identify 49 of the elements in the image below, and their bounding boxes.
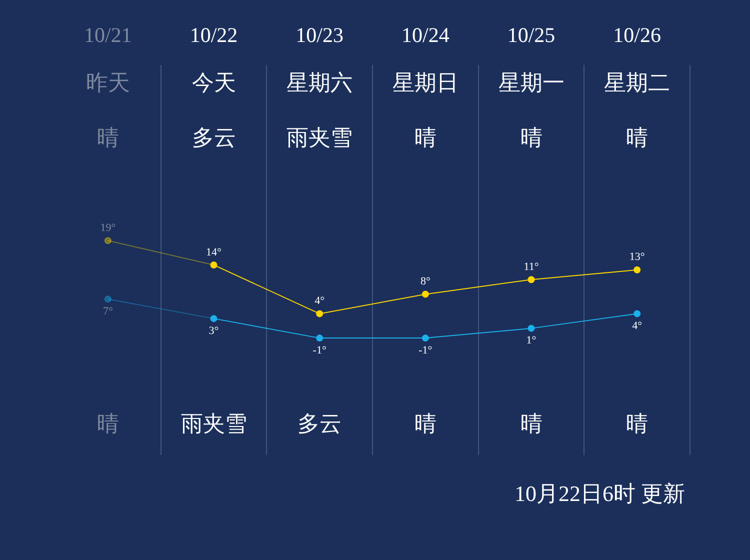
point bbox=[104, 296, 112, 303]
text: 雨夹雪 bbox=[180, 410, 247, 436]
data-label: 3° bbox=[208, 324, 219, 337]
point bbox=[634, 310, 641, 318]
x-tick-label: 10/21 bbox=[84, 23, 132, 48]
x-tick-label: 10/26 bbox=[613, 23, 662, 48]
data-label: 13° bbox=[629, 251, 645, 264]
text: 星期六 bbox=[286, 70, 353, 95]
point bbox=[528, 276, 535, 284]
text: 星期日 bbox=[392, 70, 458, 95]
text: 10月22日6时 更新 bbox=[514, 480, 685, 506]
text: 晴 bbox=[96, 410, 119, 436]
data-label: 4° bbox=[314, 295, 325, 308]
data-label: -1° bbox=[418, 344, 432, 356]
text: 晴 bbox=[520, 124, 542, 150]
point bbox=[104, 237, 112, 244]
data-label: 4° bbox=[632, 320, 642, 332]
data-label: 1° bbox=[526, 334, 536, 347]
text: 晴 bbox=[626, 124, 648, 150]
x-tick-label: 10/25 bbox=[507, 23, 556, 48]
data-label: 8° bbox=[420, 276, 430, 288]
x-tick-label: 10/24 bbox=[401, 23, 450, 48]
point bbox=[528, 324, 535, 332]
data-label: 7° bbox=[102, 305, 113, 318]
text: 晴 bbox=[626, 410, 648, 436]
text: 星期二 bbox=[604, 70, 670, 95]
data-label: -1° bbox=[312, 344, 326, 356]
text: 星期一 bbox=[498, 70, 564, 95]
text: 雨夹雪 bbox=[286, 124, 353, 150]
point bbox=[316, 334, 324, 342]
data-label: 11° bbox=[524, 260, 539, 273]
data-label: 14° bbox=[206, 246, 222, 258]
point bbox=[316, 310, 324, 318]
data-label: 19° bbox=[100, 222, 116, 234]
text: 晴 bbox=[414, 124, 436, 150]
text: 今天 bbox=[192, 70, 236, 95]
point bbox=[422, 334, 429, 342]
point bbox=[634, 266, 641, 274]
text: 昨天 bbox=[86, 70, 130, 95]
point bbox=[210, 315, 218, 322]
x-tick-label: 10/22 bbox=[190, 23, 238, 48]
point bbox=[422, 290, 429, 298]
text: 晴 bbox=[96, 124, 119, 150]
text: 多云 bbox=[192, 124, 236, 150]
text: 晴 bbox=[414, 410, 436, 436]
x-tick-label: 10/23 bbox=[296, 23, 344, 48]
text: 多云 bbox=[298, 410, 342, 436]
point bbox=[210, 261, 218, 268]
text: 晴 bbox=[520, 410, 542, 436]
